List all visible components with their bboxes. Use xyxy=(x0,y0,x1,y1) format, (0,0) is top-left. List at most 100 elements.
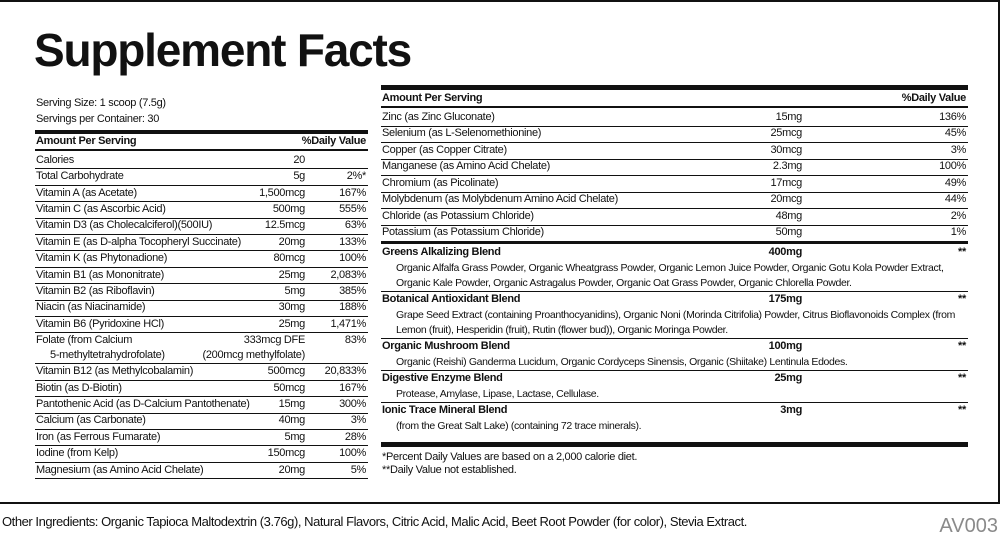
row-divider xyxy=(381,370,968,371)
nutrient-name: Pantothenic Acid (as D-Calcium Pantothen… xyxy=(36,397,250,410)
blend-name: Digestive Enzyme Blend xyxy=(382,372,503,384)
row-divider xyxy=(35,461,368,463)
column-header: Amount Per Serving xyxy=(382,91,483,104)
amount: 30mg xyxy=(278,301,306,314)
blend-ingredients: (from the Great Salt Lake) (containing 7… xyxy=(396,419,642,432)
daily-value: 2,083% xyxy=(330,268,366,281)
row-divider xyxy=(35,332,368,334)
nutrient-name: Vitamin B12 (as Methylcobalamin) xyxy=(36,365,194,378)
daily-value: 167% xyxy=(339,381,366,394)
amount: 15mg xyxy=(775,110,803,123)
nutrient-name: 5-methyltetrahydrofolate) xyxy=(50,348,165,361)
daily-value: ** xyxy=(958,372,966,384)
daily-value: 45% xyxy=(944,127,966,140)
amount: 2.3mg xyxy=(772,160,802,173)
row-divider xyxy=(35,299,368,301)
other-ingredients: Other Ingredients: Organic Tapioca Malto… xyxy=(2,513,747,529)
row-divider xyxy=(35,217,368,219)
amount: 5mg xyxy=(284,284,306,297)
row-divider xyxy=(35,283,368,284)
label-border xyxy=(0,0,1000,504)
amount: 3mg xyxy=(780,404,802,416)
nutrient-name: Folate (from Calcium xyxy=(36,333,133,346)
nutrient-name: Manganese (as Amino Acid Chelate) xyxy=(382,160,551,173)
daily-value: 385% xyxy=(339,284,366,297)
daily-value: ** xyxy=(958,340,966,352)
amount: 5g xyxy=(293,170,305,183)
nutrient-name: Zinc (as Zinc Gluconate) xyxy=(382,110,495,123)
daily-value: 100% xyxy=(939,160,966,173)
column-header: %Daily Value xyxy=(301,134,367,147)
nutrient-name: Vitamin B2 (as Riboflavin) xyxy=(36,284,155,297)
amount: 48mg xyxy=(775,209,803,222)
row-divider xyxy=(381,291,968,292)
nutrient-name: Vitamin B1 (as Mononitrate) xyxy=(36,268,165,281)
nutrient-name: Magnesium (as Amino Acid Chelate) xyxy=(36,463,204,476)
daily-value: ** xyxy=(958,404,966,416)
amount: 5mg xyxy=(284,430,306,443)
column-header: Amount Per Serving xyxy=(36,134,137,147)
amount: 17mcg xyxy=(770,176,802,189)
row-divider xyxy=(35,478,368,479)
rule xyxy=(381,106,968,108)
nutrient-name: Vitamin B6 (Pyridoxine HCl) xyxy=(36,317,165,330)
daily-value: 44% xyxy=(944,193,966,206)
row-divider xyxy=(35,429,368,430)
footnote: *Percent Daily Values are based on a 2,0… xyxy=(382,450,638,463)
amount: 20mg xyxy=(278,235,306,248)
row-divider xyxy=(381,125,968,127)
row-divider xyxy=(35,363,368,365)
amount: 100mg xyxy=(768,340,803,352)
row-divider xyxy=(381,191,968,193)
column-header: %Daily Value xyxy=(901,91,967,104)
row-divider xyxy=(381,208,968,209)
blend-name: Organic Mushroom Blend xyxy=(382,340,510,352)
daily-value: 167% xyxy=(339,186,366,199)
amount: 40mg xyxy=(278,414,306,427)
title: Supplement Facts xyxy=(34,24,412,76)
daily-value: 3% xyxy=(950,143,967,156)
daily-value: 188% xyxy=(339,301,366,314)
blend-ingredients: Organic Alfalfa Grass Powder, Organic Wh… xyxy=(396,261,944,274)
nutrient-name: Vitamin C (as Ascorbic Acid) xyxy=(36,202,166,215)
servings-per-container: Servings per Container: 30 xyxy=(36,112,160,125)
amount: 20mcg xyxy=(770,193,802,206)
rule xyxy=(35,149,368,151)
daily-value: 63% xyxy=(344,219,366,232)
amount: 20 xyxy=(293,153,305,166)
nutrient-name: Vitamin E (as D-alpha Tocopheryl Succina… xyxy=(36,235,241,248)
amount: 12.5mcg xyxy=(264,219,305,232)
row-divider xyxy=(381,175,968,176)
row-divider xyxy=(35,316,368,317)
nutrient-name: Chloride (as Potassium Chloride) xyxy=(382,209,534,222)
daily-value: 5% xyxy=(350,463,367,476)
blend-ingredients: Protease, Amylase, Lipase, Lactase, Cell… xyxy=(396,387,599,400)
row-divider xyxy=(35,234,368,235)
amount: 50mcg xyxy=(273,381,305,394)
thick-rule xyxy=(381,85,968,90)
nutrient-name: Niacin (as Niacinamide) xyxy=(36,301,146,314)
amount: 25mcg xyxy=(770,127,802,140)
row-divider xyxy=(35,184,368,186)
amount: 50mg xyxy=(775,226,803,239)
amount: 1,500mcg xyxy=(259,186,305,199)
row-divider xyxy=(35,250,368,252)
thick-rule xyxy=(35,130,368,134)
amount: 500mcg xyxy=(267,365,306,378)
daily-value: 3% xyxy=(350,414,367,427)
thick-rule xyxy=(381,241,968,244)
amount: 175mg xyxy=(768,293,803,305)
blend-ingredients: Organic (Reishi) Ganderma Lucidum, Organ… xyxy=(396,355,848,368)
row-divider xyxy=(381,142,968,143)
daily-value: ** xyxy=(958,293,966,305)
row-divider xyxy=(381,158,968,160)
blend-name: Botanical Antioxidant Blend xyxy=(382,293,521,305)
nutrient-name: Calcium (as Carbonate) xyxy=(36,414,146,427)
nutrient-name: Vitamin A (as Acetate) xyxy=(36,186,137,199)
blend-name: Ionic Trace Mineral Blend xyxy=(382,404,508,416)
daily-value: 2%* xyxy=(346,170,367,183)
nutrient-name: Total Carbohydrate xyxy=(36,170,124,183)
row-divider xyxy=(35,266,368,268)
nutrient-name: Iron (as Ferrous Fumarate) xyxy=(36,430,161,443)
